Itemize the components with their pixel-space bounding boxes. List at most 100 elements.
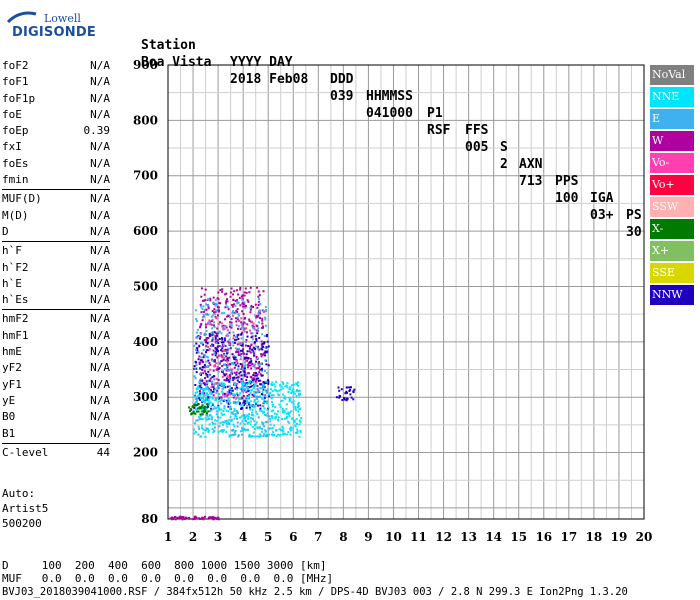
data-point [201, 379, 204, 382]
data-point [199, 392, 202, 395]
data-point [263, 334, 266, 337]
data-point [279, 384, 282, 387]
data-point [267, 364, 270, 367]
data-point [228, 325, 231, 328]
data-point [223, 394, 226, 397]
data-point [242, 403, 245, 406]
data-point [254, 348, 257, 350]
data-point [188, 516, 191, 519]
data-point [223, 407, 226, 410]
data-point [262, 309, 265, 312]
data-point [220, 398, 223, 401]
data-point [270, 410, 273, 413]
data-point [253, 384, 256, 387]
data-point [205, 418, 208, 421]
data-point [225, 430, 228, 433]
data-point [207, 410, 210, 413]
data-point [200, 405, 203, 408]
data-point [212, 394, 215, 397]
param-name: h`F2 [2, 260, 29, 274]
data-point [282, 427, 285, 430]
data-point [194, 398, 197, 401]
data-point [238, 381, 241, 384]
data-point [345, 390, 348, 393]
data-point [246, 399, 249, 402]
header-label: Station [141, 38, 196, 53]
data-point [223, 421, 226, 424]
data-point [281, 393, 284, 396]
data-point [224, 386, 227, 389]
data-point [245, 390, 248, 393]
data-point [246, 323, 249, 326]
data-point [213, 429, 216, 432]
data-point [210, 418, 213, 421]
data-point [226, 422, 228, 425]
data-point [205, 308, 208, 311]
data-point [239, 288, 242, 291]
data-point [235, 309, 238, 312]
data-point [202, 518, 205, 521]
data-point [290, 384, 293, 387]
data-point [242, 395, 245, 397]
data-point [235, 415, 238, 418]
data-point [206, 341, 209, 344]
data-point [247, 382, 250, 385]
data-point [273, 434, 276, 436]
data-point [195, 318, 198, 321]
data-point [212, 302, 215, 305]
data-point [350, 396, 353, 399]
footer-d-row: D 100 200 400 600 800 1000 1500 3000 [km… [2, 559, 327, 572]
data-point [210, 386, 213, 389]
data-point [256, 373, 259, 376]
data-point [237, 325, 240, 328]
data-point [199, 394, 202, 397]
data-point [200, 305, 202, 308]
data-point [292, 403, 295, 406]
data-point [244, 307, 247, 310]
data-point [278, 394, 280, 397]
data-point [205, 333, 208, 336]
data-point [236, 425, 239, 428]
data-point [228, 380, 231, 383]
data-point [223, 405, 226, 408]
data-point [188, 406, 191, 409]
data-point [193, 516, 196, 519]
data-point [233, 290, 236, 293]
data-point [247, 362, 250, 365]
data-point [213, 360, 216, 363]
data-point [250, 304, 253, 307]
data-point [238, 403, 241, 406]
data-point [203, 411, 206, 414]
data-point [261, 397, 264, 400]
header-value: RSF [427, 123, 451, 138]
legend: NoVal NNE E W Vo- Vo+ SSW X- X+ SSE NNW [650, 65, 694, 307]
param-name: hmE [2, 345, 22, 359]
param-row: h`E N/A [2, 276, 110, 292]
data-point [251, 381, 254, 384]
data-point [212, 296, 215, 299]
data-point [205, 341, 208, 344]
data-point [207, 388, 210, 391]
data-point [204, 429, 207, 432]
data-point [223, 344, 225, 347]
data-point [216, 339, 219, 342]
data-point [199, 324, 202, 327]
data-point [250, 416, 253, 419]
param-row: fmin N/A [2, 172, 110, 188]
data-point [209, 377, 212, 380]
data-point [237, 376, 240, 379]
data-point [205, 326, 207, 329]
data-point [250, 380, 253, 383]
data-point [259, 302, 262, 305]
data-point [229, 291, 232, 294]
data-point [270, 394, 273, 397]
data-point [222, 400, 225, 402]
data-point [257, 290, 260, 293]
data-point [255, 339, 258, 342]
data-point [243, 423, 246, 426]
data-point [197, 394, 200, 397]
data-point [221, 355, 224, 358]
data-point [214, 336, 217, 339]
data-point [240, 404, 243, 407]
data-point [224, 363, 226, 366]
